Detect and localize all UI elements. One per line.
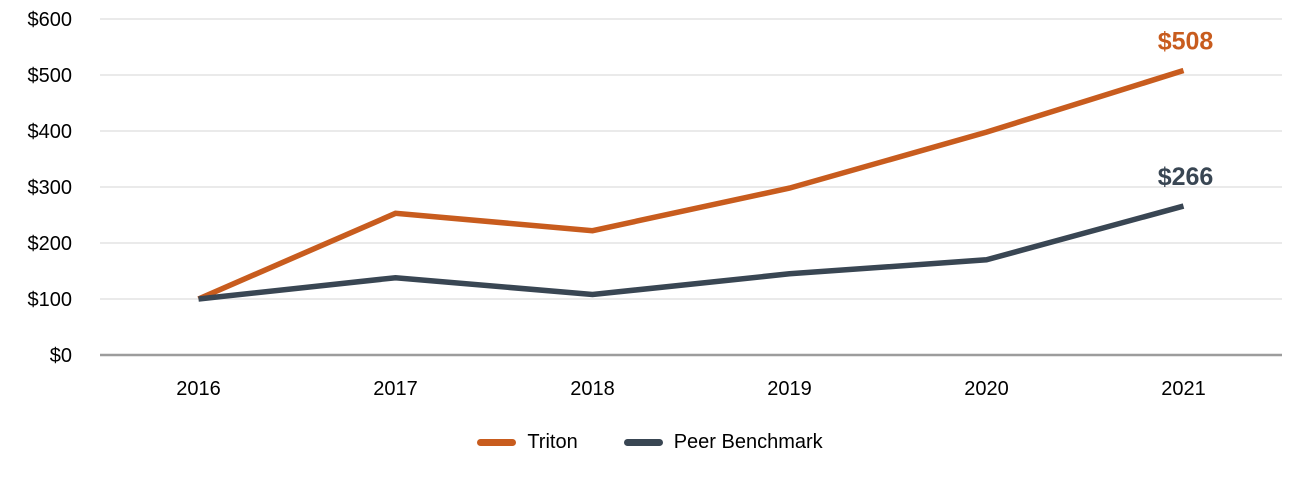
y-tick-label: $600 bbox=[28, 9, 73, 31]
x-tick-label: 2020 bbox=[964, 378, 1009, 400]
series-line-triton bbox=[197, 67, 1185, 302]
chart-legend: Triton Peer Benchmark bbox=[0, 431, 1300, 454]
legend-swatch-triton bbox=[477, 439, 517, 446]
legend-label-triton: Triton bbox=[527, 431, 578, 453]
x-tick-label: 2018 bbox=[570, 378, 615, 400]
legend-swatch-peer-benchmark bbox=[623, 439, 663, 446]
x-tick-label: 2016 bbox=[176, 378, 221, 400]
series-end-label: $508 bbox=[1158, 28, 1214, 56]
y-tick-label: $100 bbox=[28, 289, 73, 311]
y-tick-label: $0 bbox=[50, 345, 72, 367]
series-line-peer-benchmark bbox=[198, 203, 1185, 302]
x-tick-label: 2017 bbox=[373, 378, 418, 400]
y-tick-label: $500 bbox=[28, 65, 73, 87]
x-tick-label: 2019 bbox=[767, 378, 812, 400]
y-tick-label: $200 bbox=[28, 233, 73, 255]
legend-item-peer-benchmark: Peer Benchmark bbox=[623, 431, 823, 454]
y-tick-label: $400 bbox=[28, 121, 73, 143]
legend-item-triton: Triton bbox=[477, 431, 578, 454]
x-tick-label: 2021 bbox=[1161, 378, 1206, 400]
series-end-label: $266 bbox=[1158, 163, 1214, 191]
legend-label-peer-benchmark: Peer Benchmark bbox=[673, 431, 823, 453]
y-tick-label: $300 bbox=[28, 177, 73, 199]
